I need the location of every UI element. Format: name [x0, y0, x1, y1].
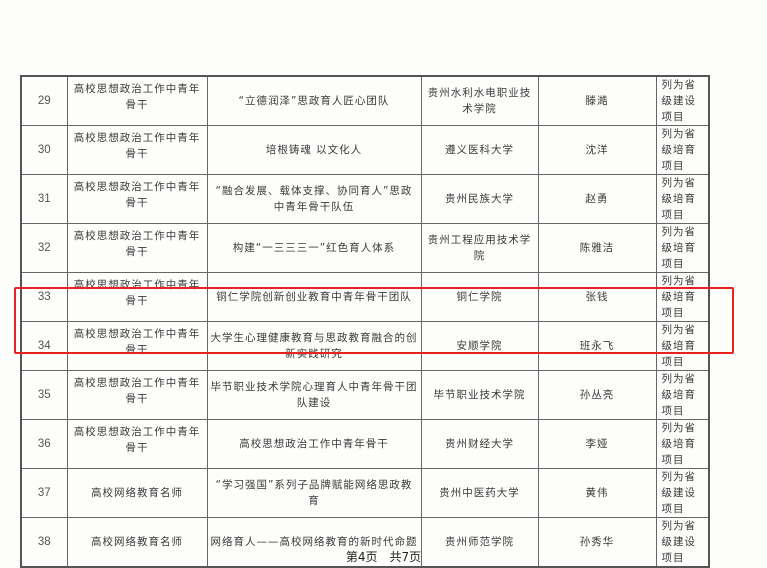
school-cell: 贵州工程应用技术学院 [420, 223, 539, 273]
school-cell: 贵州师范学院 [420, 517, 539, 568]
project-cell: 培根铸魂 以文化人 [206, 125, 422, 175]
category-cell: 高校网络教育名师 [66, 468, 208, 518]
row-number: 31 [20, 174, 68, 224]
person-cell: 黄伟 [537, 468, 657, 518]
school-cell: 铜仁学院 [420, 272, 539, 322]
school-cell: 贵州中医药大学 [420, 468, 539, 518]
status-cell: 列为省级建设项目 [655, 468, 710, 518]
project-table: 29 高校思想政治工作中青年骨干 “立德润泽”思政育人匠心团队 贵州水利水电职业技术学… [20, 75, 710, 568]
row-number: 35 [20, 370, 68, 420]
category-cell: 高校思想政治工作中青年骨干 [66, 370, 208, 420]
person-cell: 滕澔 [537, 75, 657, 126]
status-cell: 列为省级培育项目 [655, 370, 710, 420]
row-number: 30 [20, 125, 68, 175]
person-cell: 孙丛亮 [537, 370, 657, 420]
project-cell: 网络育人——高校网络教育的新时代命题 [206, 517, 422, 568]
school-cell: 遵义医科大学 [420, 125, 539, 175]
school-cell: 贵州水利水电职业技术学院 [420, 75, 539, 126]
category-cell: 高校思想政治工作中青年骨干 [66, 419, 208, 469]
table-row: 38 高校网络教育名师 网络育人——高校网络教育的新时代命题 贵州师范学院 孙秀华 列为省… [20, 517, 710, 568]
school-cell: 毕节职业技术学院 [420, 370, 539, 420]
category-cell: 高校思想政治工作中青年骨干 [66, 174, 208, 224]
project-cell: “立德润泽”思政育人匠心团队 [206, 75, 422, 126]
project-cell: 构建“一三三三一”红色育人体系 [206, 223, 422, 273]
table-row: 31 高校思想政治工作中青年骨干 “融合发展、载体支撑、协同育人”思政中青年骨干队伍… [20, 174, 710, 224]
status-cell: 列为省级培育项目 [655, 321, 710, 371]
person-cell: 沈洋 [537, 125, 657, 175]
table-row: 37 高校网络教育名师 “学习强国”系列子品牌赋能网络思政教育 贵州中医药大学 黄伟 列为… [20, 468, 710, 518]
project-cell: 毕节职业技术学院心理育人中青年骨干团队建设 [206, 370, 422, 420]
row-number: 37 [20, 468, 68, 518]
row-number: 29 [20, 75, 68, 126]
table-row: 30 高校思想政治工作中青年骨干 培根铸魂 以文化人 遵义医科大学 沈洋 列为省级培育项目 [20, 125, 710, 175]
table-row: 35 高校思想政治工作中青年骨干 毕节职业技术学院心理育人中青年骨干团队建设 毕节职业… [20, 370, 710, 420]
project-cell: “融合发展、载体支撑、协同育人”思政中青年骨干队伍 [206, 174, 422, 224]
school-cell: 安顺学院 [420, 321, 539, 371]
project-cell: “学习强国”系列子品牌赋能网络思政教育 [206, 468, 422, 518]
highlight-box [14, 287, 734, 354]
page-footer: 第4页 共7页 [345, 550, 422, 564]
table-row: 36 高校思想政治工作中青年骨干 高校思想政治工作中青年骨干 贵州财经大学 李娅 列为省级… [20, 419, 710, 469]
row-number: 32 [20, 223, 68, 273]
status-cell: 列为省级建设项目 [655, 75, 710, 126]
person-cell: 陈雅洁 [537, 223, 657, 273]
category-cell: 高校思想政治工作中青年骨干 [66, 75, 208, 126]
row-number: 33 [20, 272, 68, 322]
status-cell: 列为省级培育项目 [655, 419, 710, 469]
person-cell: 赵勇 [537, 174, 657, 224]
status-cell: 列为省级培育项目 [655, 174, 710, 224]
table-row: 29 高校思想政治工作中青年骨干 “立德润泽”思政育人匠心团队 贵州水利水电职业技术学… [20, 75, 710, 126]
category-cell: 高校网络教育名师 [66, 517, 208, 568]
category-cell: 高校思想政治工作中青年骨干 [66, 125, 208, 175]
row-number: 36 [20, 419, 68, 469]
status-cell: 列为省级培育项目 [655, 223, 710, 273]
status-cell: 列为省级培育项目 [655, 125, 710, 175]
person-cell: 孙秀华 [537, 517, 657, 568]
project-cell: 高校思想政治工作中青年骨干 [206, 419, 422, 469]
person-cell: 班永飞 [537, 321, 657, 371]
school-cell: 贵州财经大学 [420, 419, 539, 469]
person-cell: 张钱 [537, 272, 657, 322]
status-cell: 列为省级建设项目 [655, 517, 710, 568]
table-row: 32 高校思想政治工作中青年骨干 构建“一三三三一”红色育人体系 贵州工程应用技术学院… [20, 223, 710, 273]
person-cell: 李娅 [537, 419, 657, 469]
row-number: 34 [20, 321, 68, 371]
category-cell: 高校思想政治工作中青年骨干 [66, 223, 208, 273]
table-row: 33 高校思想政治工作中青年骨干 铜仁学院创新创业教育中青年骨干团队 铜仁学院 张钱 列为… [20, 272, 710, 322]
status-cell: 列为省级培育项目 [655, 272, 710, 322]
row-number: 38 [20, 517, 68, 568]
school-cell: 贵州民族大学 [420, 174, 539, 224]
project-cell: 铜仁学院创新创业教育中青年骨干团队 [206, 272, 422, 322]
